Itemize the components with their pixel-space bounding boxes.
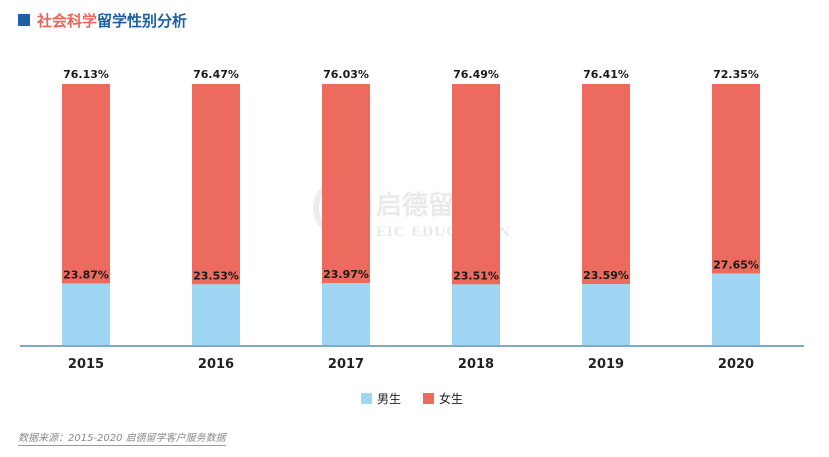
- bar-female-2018: [452, 84, 500, 285]
- x-tick-label-2017: 2017: [328, 357, 364, 372]
- bars-layer: 76.13% 23.87% 76.47% 23.53% 76.03% 23.97% 76.4…: [62, 68, 760, 346]
- label-female-2020: 72.35%: [713, 68, 759, 81]
- label-male-2020: 27.65%: [713, 259, 759, 272]
- bar-female-2016: [192, 84, 240, 285]
- bar-female-2020: [712, 84, 760, 274]
- legend-female-swatch: [423, 393, 434, 404]
- label-male-2015: 23.87%: [63, 268, 109, 281]
- label-female-2019: 76.41%: [583, 68, 629, 81]
- bar-male-2019: [582, 284, 630, 346]
- label-female-2016: 76.47%: [193, 68, 239, 81]
- x-tick-label-2019: 2019: [588, 357, 624, 372]
- bar-female-2015: [62, 84, 110, 284]
- legend-male-swatch: [361, 393, 372, 404]
- label-male-2019: 23.59%: [583, 269, 629, 282]
- title-part-red: 社会科学: [37, 11, 98, 30]
- legend-male-label: 男生: [377, 392, 401, 406]
- x-tick-label-2015: 2015: [68, 357, 104, 372]
- x-tick-label-2018: 2018: [458, 357, 494, 372]
- x-tick-label-2016: 2016: [198, 357, 234, 372]
- bar-male-2017: [322, 283, 370, 346]
- label-female-2018: 76.49%: [453, 68, 499, 81]
- bar-male-2015: [62, 283, 110, 346]
- title-square-icon: [18, 14, 30, 26]
- legend-female-label: 女生: [439, 391, 463, 406]
- bar-male-2020: [712, 273, 760, 346]
- label-male-2018: 23.51%: [453, 269, 499, 282]
- bar-female-2019: [582, 84, 630, 285]
- label-female-2017: 76.03%: [323, 68, 369, 81]
- title-part-blue: 留学性别分析: [97, 11, 188, 30]
- bar-male-2018: [452, 284, 500, 346]
- bar-male-2016: [192, 284, 240, 346]
- label-female-2015: 76.13%: [63, 68, 109, 81]
- label-male-2016: 23.53%: [193, 269, 239, 282]
- legend: 男生 女生: [361, 391, 463, 406]
- x-axis-labels: 2015 2016 2017 2018 2019 2020: [68, 357, 754, 372]
- data-source-note: 数据来源：2015-2020 启德留学客户服务数据: [18, 429, 226, 446]
- x-tick-label-2020: 2020: [718, 357, 754, 372]
- label-male-2017: 23.97%: [323, 268, 369, 281]
- bar-female-2017: [322, 84, 370, 284]
- chart-title: 社会科学 留学性别分析: [18, 9, 187, 31]
